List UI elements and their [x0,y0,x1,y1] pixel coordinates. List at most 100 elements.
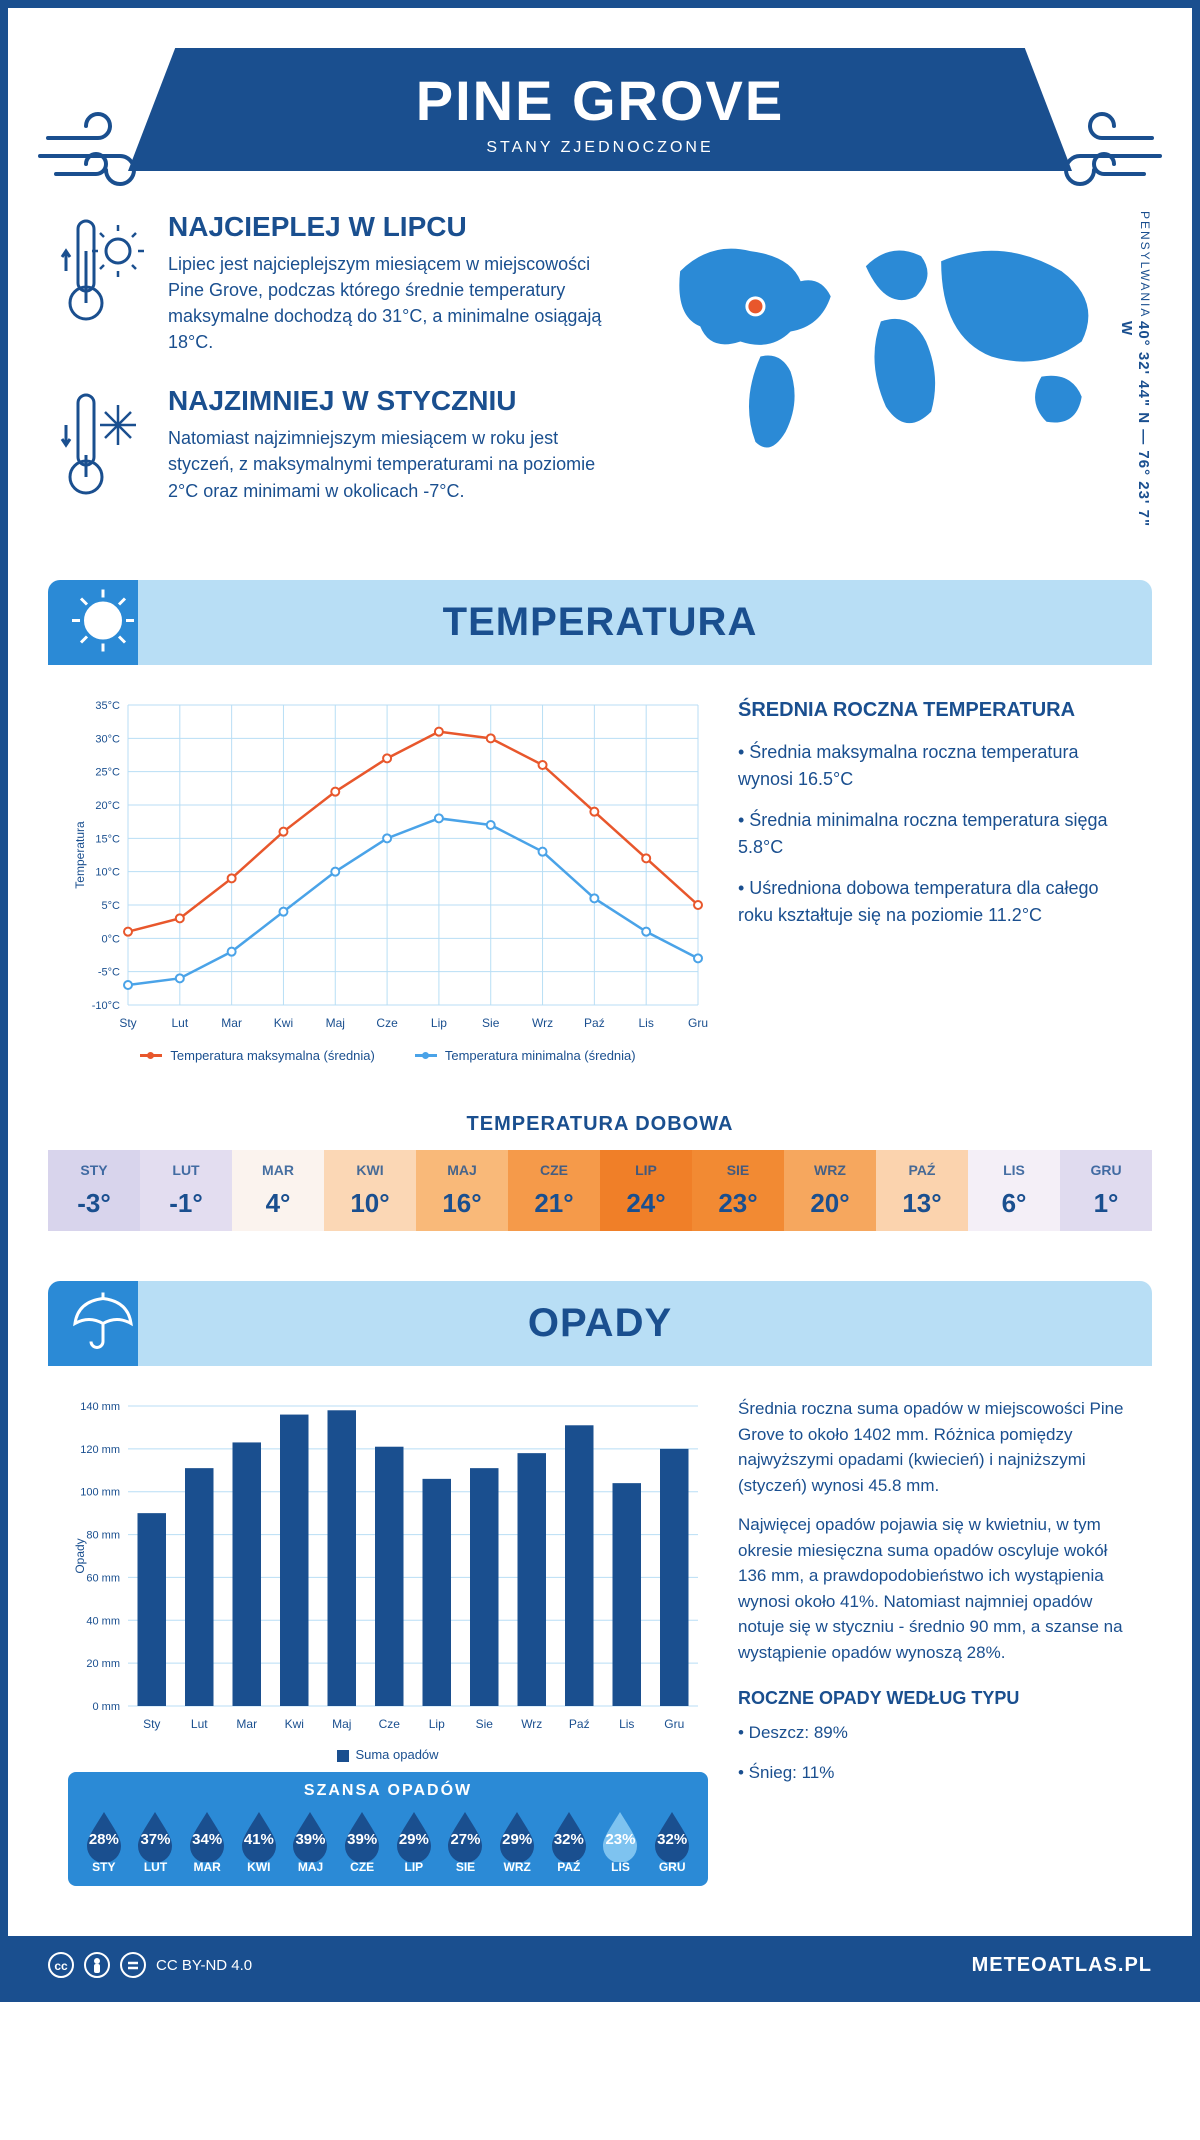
avg-line2: • Średnia minimalna roczna temperatura s… [738,807,1132,861]
svg-text:Sty: Sty [143,1717,160,1731]
title-band: PINE GROVE STANY ZJEDNOCZONE [128,48,1072,171]
hottest-text: Lipiec jest najcieplejszym miesiącem w m… [168,251,610,355]
averages-title: ŚREDNIA ROCZNA TEMPERATURA [738,695,1132,725]
avg-line3: • Uśredniona dobowa temperatura dla całe… [738,875,1132,929]
svg-text:5°C: 5°C [102,900,121,912]
temperature-body: -10°C -5°C 0°C 5°C 10°C 15°C 20°C 25°C 30°C 35°C S… [8,665,1192,1093]
chance-drop: 23%LIS [597,1808,645,1874]
svg-text:20 mm: 20 mm [86,1659,120,1671]
avg-line1: • Średnia maksymalna roczna temperatura … [738,739,1132,793]
precip-text1: Średnia roczna suma opadów w miejscowośc… [738,1396,1132,1498]
chance-drop: 37%LUT [132,1808,180,1874]
site-name: METEOATLAS.PL [972,1954,1152,1977]
svg-text:Sty: Sty [119,1016,136,1030]
svg-text:Lis: Lis [619,1717,634,1731]
world-map [640,211,1142,477]
precip-section-header: OPADY [48,1281,1152,1366]
daily-cell: LIS6° [968,1150,1060,1231]
intro-section: NAJCIEPLEJ W LIPCU Lipiec jest najcieple… [8,171,1192,560]
hottest-title: NAJCIEPLEJ W LIPCU [168,211,610,243]
chance-drop: 29%LIP [390,1808,438,1874]
svg-text:Kwi: Kwi [274,1016,293,1030]
svg-text:10°C: 10°C [95,867,120,879]
svg-text:35°C: 35°C [95,700,120,712]
temperature-section-header: TEMPERATURA [48,580,1152,665]
daily-cell: SIE23° [692,1150,784,1231]
temperature-averages: ŚREDNIA ROCZNA TEMPERATURA • Średnia mak… [738,695,1132,1063]
svg-text:0°C: 0°C [102,934,121,946]
map-column: PENSYLWANIA 40° 32' 44" N — 76° 23' 7" W [640,211,1142,540]
svg-text:Lip: Lip [429,1717,445,1731]
chance-drop: 32%GRU [648,1808,696,1874]
svg-text:-5°C: -5°C [98,967,120,979]
svg-text:60 mm: 60 mm [86,1573,120,1585]
chance-drop: 32%PAŹ [545,1808,593,1874]
temperature-title: TEMPERATURA [48,600,1152,645]
precip-chance-panel: SZANSA OPADÓW 28%STY37%LUT34%MAR41%KWI39… [68,1772,708,1886]
daily-cell: GRU1° [1060,1150,1152,1231]
svg-text:Wrz: Wrz [521,1717,542,1731]
svg-text:Lis: Lis [639,1016,654,1030]
temperature-legend: Temperatura maksymalna (średnia) Tempera… [68,1048,708,1063]
footer: cc CC BY-ND 4.0 METEOATLAS.PL [8,1936,1192,1994]
svg-text:15°C: 15°C [95,834,120,846]
legend-max: Temperatura maksymalna (średnia) [170,1048,374,1063]
thermometer-cold-icon [58,385,148,510]
svg-text:Lut: Lut [191,1717,208,1731]
intro-text-column: NAJCIEPLEJ W LIPCU Lipiec jest najcieple… [58,211,610,540]
chance-drop: 29%WRZ [493,1808,541,1874]
svg-text:25°C: 25°C [95,767,120,779]
coordinates-label: 40° 32' 44" N — 76° 23' 7" W [1118,321,1152,540]
daily-cell: LUT-1° [140,1150,232,1231]
umbrella-icon [68,1286,138,1361]
svg-text:80 mm: 80 mm [86,1530,120,1542]
cc-icon: cc [48,1952,74,1978]
svg-text:140 mm: 140 mm [80,1401,120,1413]
nd-icon [120,1952,146,1978]
daily-temp-title: TEMPERATURA DOBOWA [8,1113,1192,1136]
precip-text2: Najwięcej opadów pojawia się w kwietniu,… [738,1512,1132,1665]
precip-rain: • Deszcz: 89% [738,1720,1132,1746]
country-subtitle: STANY ZJEDNOCZONE [128,139,1072,157]
svg-text:Mar: Mar [221,1016,242,1030]
svg-text:Paź: Paź [569,1717,590,1731]
sun-icon [68,585,138,660]
svg-text:100 mm: 100 mm [80,1487,120,1499]
header-area: PINE GROVE STANY ZJEDNOCZONE [8,48,1192,171]
svg-text:Temperatura: Temperatura [73,821,87,889]
svg-text:Lut: Lut [171,1016,188,1030]
daily-cell: STY-3° [48,1150,140,1231]
by-icon [84,1952,110,1978]
svg-text:Sie: Sie [482,1016,500,1030]
license-text: CC BY-ND 4.0 [156,1957,252,1974]
chance-drop: 41%KWI [235,1808,283,1874]
svg-text:Mar: Mar [236,1717,257,1731]
license-block: cc CC BY-ND 4.0 [48,1952,252,1978]
chance-row: 28%STY37%LUT34%MAR41%KWI39%MAJ39%CZE29%L… [80,1808,696,1874]
daily-cell: CZE21° [508,1150,600,1231]
precip-by-type-title: ROCZNE OPADY WEDŁUG TYPU [738,1685,1132,1712]
precip-title: OPADY [48,1301,1152,1346]
chance-drop: 39%MAJ [287,1808,335,1874]
svg-text:Paź: Paź [584,1016,605,1030]
daily-cell: PAŹ13° [876,1150,968,1231]
svg-text:-10°C: -10°C [92,1000,120,1012]
chance-drop: 28%STY [80,1808,128,1874]
svg-text:Maj: Maj [332,1717,351,1731]
coldest-block: NAJZIMNIEJ W STYCZNIU Natomiast najzimni… [58,385,610,510]
chance-drop: 34%MAR [183,1808,231,1874]
svg-text:20°C: 20°C [95,800,120,812]
precip-snow: • Śnieg: 11% [738,1760,1132,1786]
chance-title: SZANSA OPADÓW [80,1782,696,1800]
svg-text:Gru: Gru [664,1717,684,1731]
svg-text:Wrz: Wrz [532,1016,553,1030]
daily-temp-grid: STY-3°LUT-1°MAR4°KWI10°MAJ16°CZE21°LIP24… [48,1150,1152,1231]
hottest-block: NAJCIEPLEJ W LIPCU Lipiec jest najcieple… [58,211,610,355]
svg-text:30°C: 30°C [95,734,120,746]
precip-legend: Suma opadów [68,1747,708,1762]
svg-text:Sie: Sie [476,1717,494,1731]
svg-text:120 mm: 120 mm [80,1444,120,1456]
thermometer-hot-icon [58,211,148,355]
svg-text:Cze: Cze [379,1717,401,1731]
temperature-chart: -10°C -5°C 0°C 5°C 10°C 15°C 20°C 25°C 30°C 35°C S… [68,695,708,1063]
